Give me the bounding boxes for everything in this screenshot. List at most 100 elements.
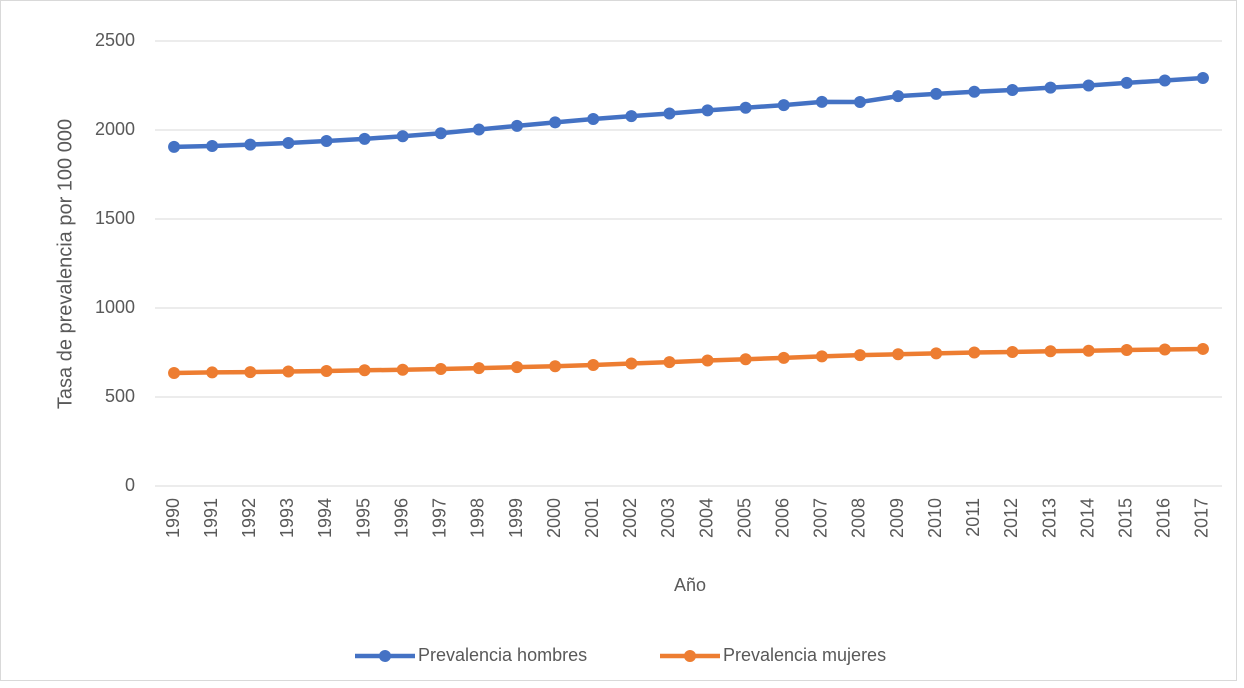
point-marker bbox=[739, 101, 752, 114]
y-tick-label: 2500 bbox=[95, 30, 135, 50]
point-marker bbox=[396, 130, 409, 143]
point-marker bbox=[358, 364, 371, 377]
point-marker bbox=[206, 140, 219, 153]
point-marker bbox=[1006, 83, 1019, 96]
x-tick-label: 2014 bbox=[1077, 498, 1097, 538]
point-marker bbox=[206, 366, 219, 379]
x-tick-label: 1998 bbox=[468, 498, 488, 538]
point-marker bbox=[549, 360, 562, 373]
point-marker bbox=[168, 366, 181, 379]
point-marker bbox=[701, 354, 714, 367]
x-tick-label: 2002 bbox=[620, 498, 640, 538]
point-marker bbox=[663, 356, 676, 369]
point-marker bbox=[930, 87, 943, 100]
point-marker bbox=[434, 363, 447, 376]
point-marker bbox=[282, 365, 295, 378]
x-tick-label: 2005 bbox=[734, 498, 754, 538]
point-marker bbox=[244, 366, 257, 379]
point-marker bbox=[815, 95, 828, 108]
point-marker bbox=[511, 361, 524, 374]
point-marker bbox=[739, 353, 752, 366]
x-tick-label: 1994 bbox=[315, 498, 335, 538]
x-tick-label: 2010 bbox=[925, 498, 945, 538]
point-marker bbox=[1158, 343, 1171, 356]
x-tick-label: 2013 bbox=[1039, 498, 1059, 538]
x-tick-label: 2004 bbox=[696, 498, 716, 538]
point-marker bbox=[244, 138, 257, 151]
point-marker bbox=[1044, 81, 1057, 94]
x-tick-label: 1995 bbox=[353, 498, 373, 538]
x-tick-label: 2001 bbox=[582, 498, 602, 538]
x-tick-label: 2008 bbox=[849, 498, 869, 538]
x-tick-label: 1999 bbox=[506, 498, 526, 538]
point-marker bbox=[434, 127, 447, 140]
x-tick-label: 2007 bbox=[811, 498, 831, 538]
x-tick-label: 1993 bbox=[277, 498, 297, 538]
point-marker bbox=[853, 96, 866, 109]
y-tick-label: 500 bbox=[105, 386, 135, 406]
point-marker bbox=[1196, 342, 1209, 355]
y-tick-label: 1500 bbox=[95, 208, 135, 228]
x-tick-label: 2017 bbox=[1192, 498, 1212, 538]
point-marker bbox=[1120, 76, 1133, 89]
y-axis-title: Tasa de prevalencia por 100 000 bbox=[54, 119, 76, 409]
point-marker bbox=[282, 136, 295, 149]
point-marker bbox=[1082, 344, 1095, 357]
series-line bbox=[174, 346, 1203, 376]
point-marker bbox=[168, 140, 181, 153]
x-tick-label: 2015 bbox=[1115, 498, 1135, 538]
x-tick-label: 1996 bbox=[391, 498, 411, 538]
x-tick-label: 2000 bbox=[544, 498, 564, 538]
point-marker bbox=[320, 365, 333, 378]
x-tick-label: 1991 bbox=[201, 498, 221, 538]
point-marker bbox=[472, 123, 485, 136]
point-marker bbox=[625, 110, 638, 123]
point-marker bbox=[1158, 74, 1171, 87]
legend-label: Prevalencia hombres bbox=[418, 645, 587, 665]
x-tick-label: 1997 bbox=[430, 498, 450, 538]
point-marker bbox=[968, 346, 981, 359]
point-marker bbox=[1006, 345, 1019, 358]
point-marker bbox=[968, 85, 981, 98]
x-tick-label: 2009 bbox=[887, 498, 907, 538]
point-marker bbox=[701, 104, 714, 117]
point-marker bbox=[892, 90, 905, 103]
y-tick-label: 0 bbox=[125, 475, 135, 495]
point-marker bbox=[511, 119, 524, 132]
point-marker bbox=[930, 347, 943, 360]
point-marker bbox=[892, 348, 905, 361]
point-marker bbox=[1044, 345, 1057, 358]
series-line bbox=[174, 75, 1204, 150]
point-marker bbox=[549, 116, 562, 129]
point-marker bbox=[396, 363, 409, 376]
x-tick-label: 2003 bbox=[658, 498, 678, 538]
point-marker bbox=[587, 358, 600, 371]
x-tick-label: 2016 bbox=[1154, 498, 1174, 538]
point-marker bbox=[358, 132, 371, 145]
point-marker bbox=[1196, 72, 1209, 85]
y-tick-label: 1000 bbox=[95, 297, 135, 317]
legend-marker bbox=[684, 650, 696, 662]
x-tick-label: 2012 bbox=[1001, 498, 1021, 538]
point-marker bbox=[625, 357, 638, 370]
point-marker bbox=[587, 112, 600, 125]
legend-marker bbox=[379, 650, 391, 662]
point-marker bbox=[853, 349, 866, 362]
x-tick-label: 2006 bbox=[773, 498, 793, 538]
point-marker bbox=[777, 351, 790, 364]
point-marker bbox=[663, 107, 676, 120]
point-marker bbox=[815, 350, 828, 363]
point-marker bbox=[777, 99, 790, 112]
legend-label: Prevalencia mujeres bbox=[723, 645, 886, 665]
y-tick-label: 2000 bbox=[95, 119, 135, 139]
point-marker bbox=[320, 135, 333, 148]
x-tick-label: 1992 bbox=[239, 498, 259, 538]
x-axis-title: Año bbox=[674, 575, 706, 595]
point-marker bbox=[1082, 79, 1095, 92]
point-marker bbox=[1120, 344, 1133, 357]
x-tick-label: 1990 bbox=[163, 498, 183, 538]
point-marker bbox=[472, 362, 485, 375]
